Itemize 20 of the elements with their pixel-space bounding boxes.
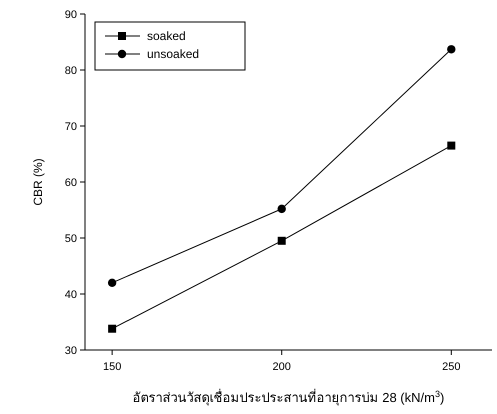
y-tick-label: 60 — [64, 177, 77, 189]
y-axis-title: CBR (%) — [31, 158, 45, 206]
x-axis-title: อัตราส่วนวัสดุเชื่อมประประสานที่อายุการบ่ม 28 (kN/m$^{3}$) — [132, 389, 444, 406]
point — [447, 45, 456, 54]
y-tick-label: 80 — [64, 65, 77, 77]
y-tick-label: 90 — [64, 9, 77, 21]
x-tick-label: 150 — [102, 361, 122, 373]
y-tick-label: 30 — [64, 345, 77, 357]
legend-label: soaked — [147, 29, 186, 43]
point — [108, 278, 116, 287]
y-tick-label: 70 — [64, 121, 77, 133]
x-tick-label: 200 — [272, 361, 291, 373]
y-tick-label: 40 — [64, 289, 77, 301]
point — [108, 324, 116, 333]
x-tick-label: 250 — [442, 361, 460, 373]
y-tick-label: 50 — [64, 233, 77, 245]
point — [278, 204, 286, 214]
legend-label: unsoaked — [147, 47, 200, 61]
point — [278, 236, 286, 245]
point — [447, 142, 456, 150]
